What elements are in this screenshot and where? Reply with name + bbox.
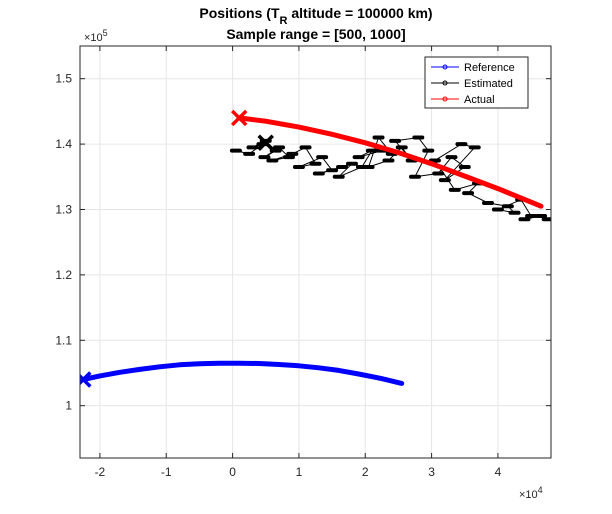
series-group bbox=[80, 109, 551, 388]
x-tick-label: 0 bbox=[229, 465, 236, 479]
legend-label-estimated: Estimated bbox=[464, 78, 513, 90]
plot-area: -2 -1 0 1 2 3 4 1 1.1 1.2 1.3 1.4 1.5 ×105 ×104 Referen… bbox=[55, 28, 552, 501]
x-tick-label: -1 bbox=[161, 465, 172, 479]
x-tick-label: -2 bbox=[95, 465, 106, 479]
y-tick-label: 1.1 bbox=[55, 333, 72, 347]
y-tick-label: 1 bbox=[65, 399, 72, 413]
chart-title-line2: Sample range = [500, 1000] bbox=[226, 26, 405, 42]
y-tick-label: 1.2 bbox=[55, 268, 72, 282]
series-line-reference bbox=[80, 360, 405, 386]
x-exponent-label: ×104 bbox=[519, 485, 543, 501]
legend-label-reference: Reference bbox=[464, 62, 515, 74]
legend-marker-actual bbox=[442, 96, 448, 102]
legend-label-actual: Actual bbox=[464, 94, 495, 106]
y-tick-label: 1.3 bbox=[55, 202, 72, 216]
x-tick-label: 3 bbox=[428, 465, 435, 479]
x-tick-label: 1 bbox=[296, 465, 303, 479]
y-exponent-label: ×105 bbox=[84, 28, 108, 44]
x-tick-label: 4 bbox=[495, 465, 502, 479]
legend-marker-estimated bbox=[442, 80, 448, 86]
start-marker-reference bbox=[80, 371, 92, 386]
y-tick-label: 1.4 bbox=[55, 137, 72, 151]
y-tick-label: 1.5 bbox=[55, 72, 72, 86]
legend-marker-reference bbox=[442, 64, 448, 70]
start-marker-actual bbox=[230, 109, 248, 127]
chart-title-line1: Positions (TR altitude = 100000 km) bbox=[199, 5, 432, 27]
start-marker-estimated bbox=[257, 134, 274, 152]
x-tick-label: 2 bbox=[362, 465, 369, 479]
series-line-actual bbox=[236, 115, 544, 209]
axes-box bbox=[79, 45, 552, 459]
